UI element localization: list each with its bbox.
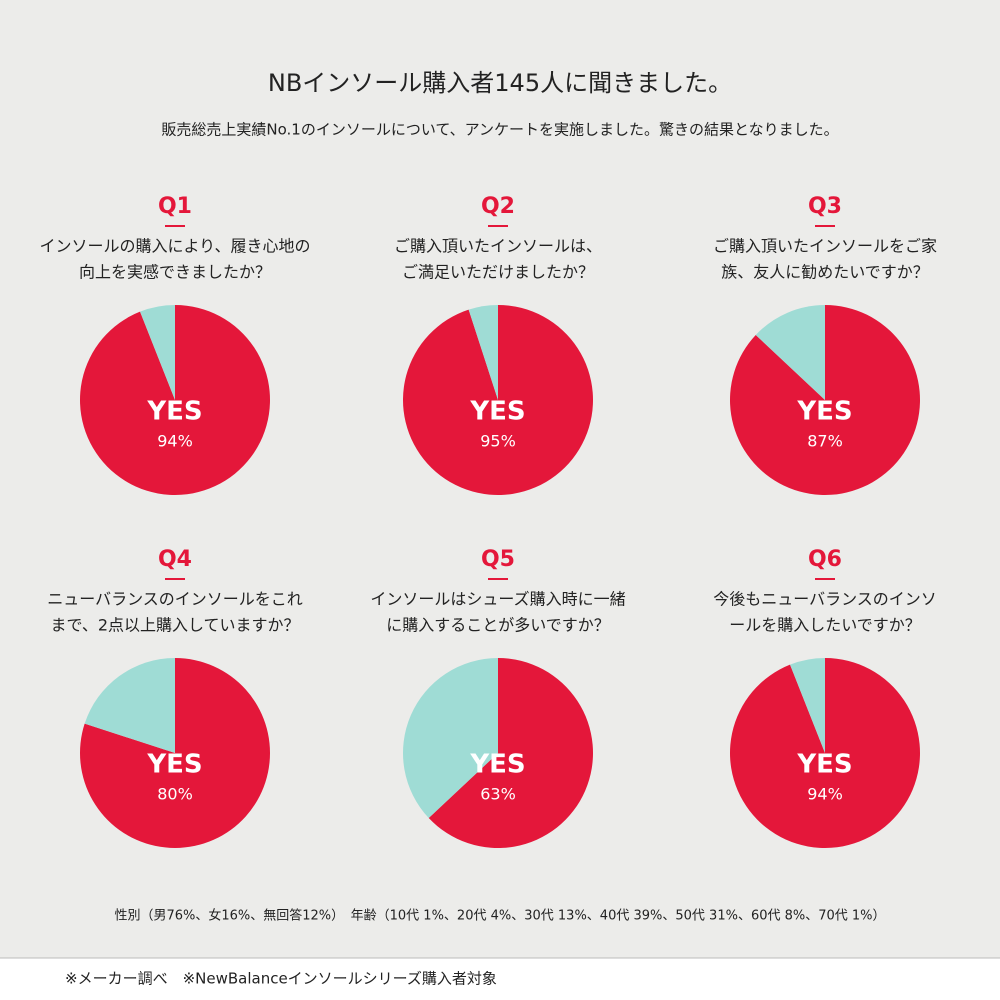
- question-number: Q3: [808, 194, 842, 219]
- question-text: ご購入頂いたインソールは、: [394, 237, 602, 256]
- question-text: ご購入頂いたインソールをご家: [713, 237, 937, 256]
- slice-label: YES: [146, 397, 202, 427]
- question-number: Q2: [481, 194, 515, 219]
- pie-slice: [755, 305, 825, 400]
- demographics: 性別（男76%、女16%、無回答12%） 年齢（10代 1%、20代 4%、30…: [114, 908, 885, 924]
- slice-label: YES: [469, 397, 525, 427]
- footer-band: [0, 958, 1000, 1000]
- slice-label: YES: [796, 397, 852, 427]
- question-number: Q5: [481, 547, 515, 572]
- question-text: インソールはシューズ購入時に一緒: [370, 590, 625, 609]
- question-text: ご満足いただけましたか？: [402, 263, 594, 282]
- question-number: Q6: [808, 547, 842, 572]
- slice-value-label: 63%: [480, 785, 516, 804]
- slice-value-label: 95%: [480, 432, 516, 451]
- slice-label: YES: [146, 750, 202, 780]
- pie-slice: [80, 305, 271, 495]
- pie-slice: [84, 658, 175, 753]
- question-underline: [488, 578, 508, 580]
- slice-value-label: 94%: [157, 432, 193, 451]
- slice-label: YES: [469, 750, 525, 780]
- question-underline: [488, 225, 508, 227]
- question-underline: [165, 578, 185, 580]
- question-text: 向上を実感できましたか？: [79, 263, 271, 282]
- slice-value-label: 94%: [807, 785, 843, 804]
- slice-value-label: 87%: [807, 432, 843, 451]
- pie-slice: [729, 658, 920, 849]
- question-text: ニューバランスのインソールをこれ: [47, 590, 303, 609]
- question-text: に購入することが多いですか？: [386, 616, 610, 635]
- question-number: Q1: [158, 194, 192, 219]
- footnote: ※メーカー調べ ※NewBalanceインソールシリーズ購入者対象: [65, 970, 497, 988]
- pie-slice: [790, 658, 825, 753]
- question-text: ールを購入したいですか？: [729, 616, 921, 635]
- title: NBインソール購入者145人に聞きました。: [268, 69, 732, 97]
- pie-slice: [403, 658, 498, 819]
- question-text: 族、友人に勧めたいですか？: [721, 263, 929, 282]
- pie-slice: [468, 305, 498, 400]
- pie-slice: [140, 305, 175, 400]
- question-number: Q4: [158, 547, 192, 572]
- question-underline: [165, 225, 185, 227]
- subtitle: 販売総売上実績No.1のインソールについて、アンケートを実施しました。驚きの結果…: [161, 121, 838, 139]
- question-underline: [815, 225, 835, 227]
- question-text: 今後もニューバランスのインソ: [713, 590, 937, 609]
- slice-label: YES: [796, 750, 852, 780]
- question-text: インソールの購入により、履き心地の: [39, 237, 310, 256]
- question-text: まで、2点以上購入していますか？: [50, 616, 299, 635]
- question-underline: [815, 578, 835, 580]
- pie-slice: [428, 658, 593, 849]
- slice-value-label: 80%: [157, 785, 193, 804]
